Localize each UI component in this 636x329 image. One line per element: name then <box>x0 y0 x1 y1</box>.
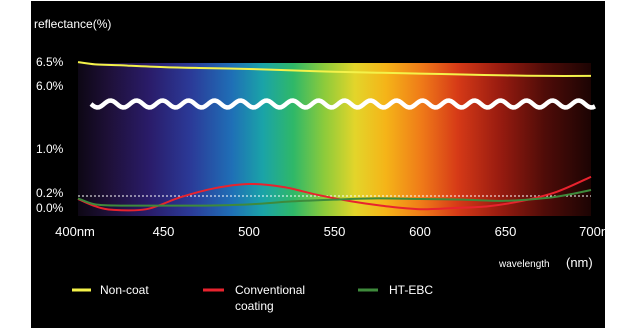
x-tick-label: 400nm <box>55 224 95 239</box>
y-tick-label: 0.2% <box>36 186 64 200</box>
reflectance-chart: reflectance(%) 6.5% 6.0% 1.0% 0.2% 0.0% … <box>34 17 605 313</box>
series-layer <box>77 61 592 212</box>
legend-label-conventional: Conventional <box>235 283 305 297</box>
x-tick-label: 650 <box>495 224 517 239</box>
legend-label-ht-ebc: HT-EBC <box>389 283 433 297</box>
x-axis-label: wavelength <box>498 259 550 270</box>
series-line-conventional-coating <box>77 175 592 212</box>
legend-label-coating: coating <box>235 299 274 313</box>
legend: Non-coat Conventional coating HT-EBC <box>72 283 433 313</box>
series-line-ht-ebc <box>77 189 592 207</box>
series-line-non-coat <box>77 61 592 77</box>
legend-label-non-coat: Non-coat <box>100 283 149 297</box>
y-axis-label: reflectance(%) <box>34 17 111 31</box>
chart-panel: reflectance(%) 6.5% 6.0% 1.0% 0.2% 0.0% … <box>31 1 605 328</box>
x-tick-labels: 400nm 450 500 550 600 650 700nm <box>55 224 605 239</box>
x-tick-label: 550 <box>324 224 346 239</box>
x-tick-label: 700nm <box>579 224 605 239</box>
x-tick-label: 450 <box>153 224 175 239</box>
y-tick-label: 0.0% <box>36 201 64 215</box>
spectrum-background <box>78 63 591 216</box>
x-tick-label: 600 <box>409 224 431 239</box>
y-tick-label: 6.5% <box>36 55 64 69</box>
y-tick-label: 1.0% <box>36 142 64 156</box>
axis-break-wave <box>89 98 596 110</box>
x-axis-unit: (nm) <box>566 255 593 270</box>
y-tick-label: 6.0% <box>36 79 64 93</box>
x-tick-label: 500 <box>238 224 260 239</box>
